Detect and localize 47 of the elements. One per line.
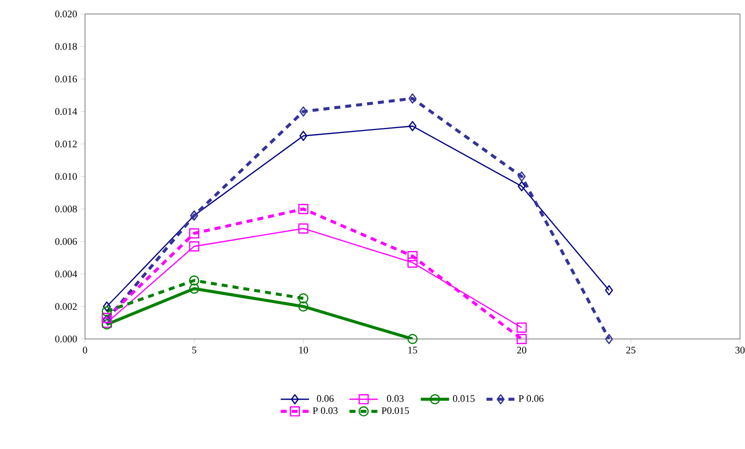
point [299, 106, 308, 117]
legend-label: 0.03 [386, 395, 404, 402]
x-tick-label: 5 [192, 346, 196, 354]
y-tick-label: 0.002 [55, 303, 77, 310]
point [605, 334, 613, 344]
point [189, 284, 200, 294]
y-tick-label: 0.006 [55, 238, 77, 245]
y-tick-label: 0.016 [55, 76, 77, 82]
point [298, 223, 308, 234]
point [408, 93, 416, 104]
point [298, 204, 308, 214]
x-tick-label: 30 [736, 346, 745, 354]
legend-label: P0.015 [382, 407, 409, 414]
point [189, 228, 200, 238]
point [518, 181, 526, 192]
x-tick-label: 10 [299, 346, 308, 354]
y-tick-label: 0.008 [55, 206, 77, 212]
point [102, 306, 112, 316]
point [407, 258, 418, 268]
x-tick-label: 15 [408, 346, 418, 354]
point [407, 334, 418, 344]
point [299, 130, 308, 141]
y-tick-label: 0.000 [55, 336, 77, 342]
point [408, 121, 416, 132]
legend-label: 0.015 [452, 395, 475, 402]
point [189, 275, 200, 286]
point [298, 293, 308, 304]
legend-label: P 0.06 [518, 395, 544, 402]
point [298, 301, 308, 312]
y-tick-label: 0.010 [55, 173, 77, 180]
point [516, 334, 527, 344]
legend-label: 0.06 [316, 395, 334, 402]
point [518, 171, 526, 182]
legend-label: P 0.03 [312, 407, 338, 414]
y-tick-label: 0.014 [55, 108, 78, 115]
point [605, 285, 613, 296]
y-tick-label: 0.018 [55, 43, 77, 50]
x-tick-label: 25 [626, 346, 636, 354]
point [516, 322, 527, 333]
point [407, 251, 418, 262]
x-tick-label: 20 [517, 346, 526, 354]
x-tick-label: 0 [82, 346, 88, 354]
y-tick-label: 0.020 [55, 10, 77, 18]
y-tick-label: 0.012 [55, 140, 77, 148]
point [102, 301, 111, 312]
y-tick-label: 0.004 [55, 270, 78, 278]
point [189, 241, 200, 252]
